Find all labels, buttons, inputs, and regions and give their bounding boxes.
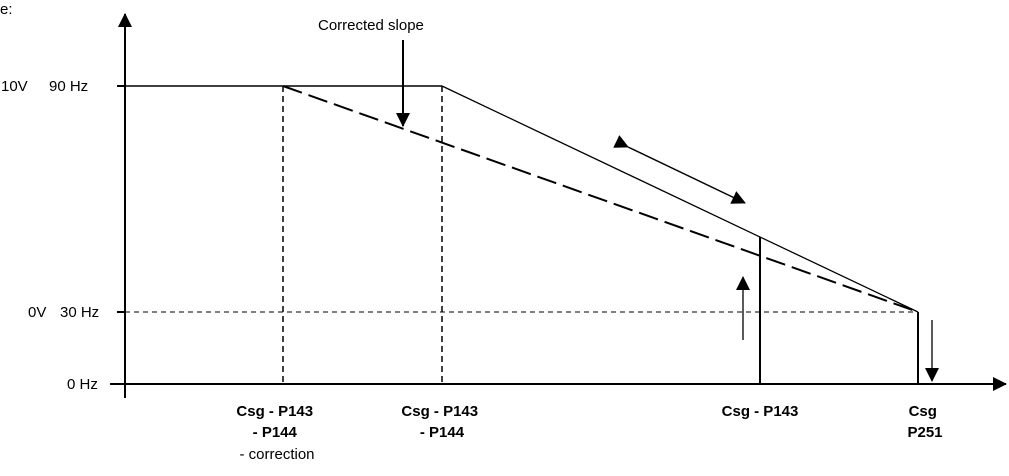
corrected-slope-line <box>282 85 919 313</box>
label-30hz: 30 Hz <box>60 304 99 321</box>
x-label-4-line-1: Csg <box>909 403 937 420</box>
x-label-3: Csg - P143 <box>722 403 799 420</box>
label-0hz: 0 Hz <box>67 376 98 393</box>
x-label-4: Csg P251 <box>907 403 942 441</box>
x-label-2-line-1: Csg - P143 <box>401 403 478 420</box>
x-label-2-line-2: - P144 <box>420 424 465 441</box>
x-label-3-line-1: Csg - P143 <box>722 403 799 420</box>
corner-text: e: <box>0 1 13 18</box>
corrected-slope-label: Corrected slope <box>318 17 424 34</box>
nominal-slope-line <box>441 85 919 313</box>
x-label-1: Csg - P143 - P144 - correction <box>236 403 317 463</box>
x-label-2: Csg - P143 - P144 <box>401 403 482 441</box>
x-label-4-line-2: P251 <box>907 424 942 441</box>
label-90hz: 90 Hz <box>49 78 88 95</box>
slope-adjust-double-arrow <box>613 135 746 204</box>
label-0v: 0V <box>28 304 46 321</box>
label-10v: 10V <box>1 78 28 95</box>
x-label-1-line-3: - correction <box>239 446 314 463</box>
x-label-1-line-2: - P144 <box>253 424 298 441</box>
x-label-1-line-1: Csg - P143 <box>236 403 313 420</box>
